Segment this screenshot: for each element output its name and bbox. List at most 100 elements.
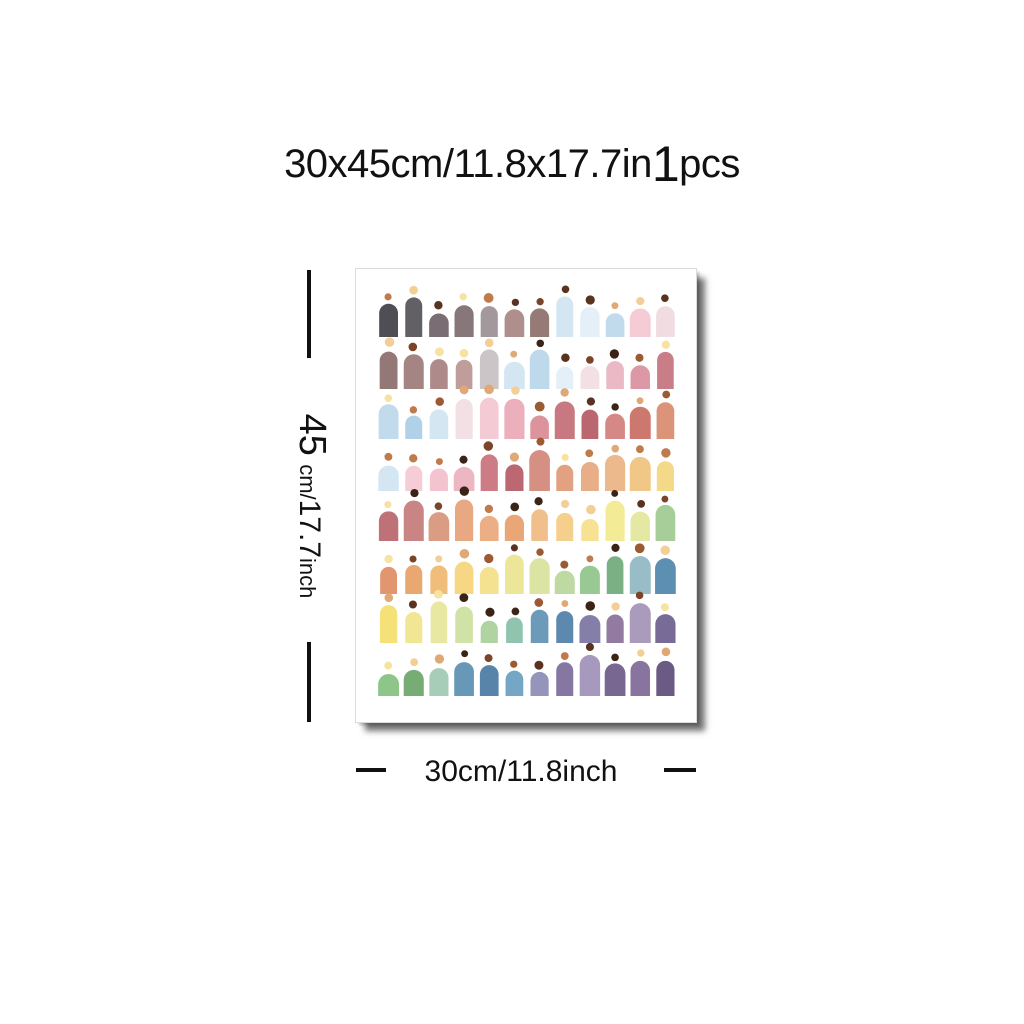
- figure-body: [579, 614, 601, 643]
- figure-head: [484, 384, 494, 395]
- figure-body: [581, 409, 599, 439]
- quantity-number: 1: [651, 136, 680, 192]
- figure-body: [630, 511, 650, 541]
- figure-body: [378, 465, 399, 491]
- figure-head: [459, 593, 469, 603]
- figure-body: [403, 354, 424, 389]
- figure-head: [384, 501, 392, 509]
- figure-body: [379, 303, 398, 337]
- figure-head: [384, 554, 393, 564]
- figure-body: [403, 500, 424, 541]
- figure-head: [484, 553, 494, 564]
- figure-head: [637, 649, 645, 657]
- figure-body: [430, 601, 448, 643]
- figure-head: [586, 397, 596, 406]
- figure-body: [629, 556, 651, 594]
- figure-body: [430, 565, 448, 594]
- figure-head: [611, 653, 619, 662]
- figure-head: [409, 555, 417, 563]
- figure-body: [430, 359, 448, 389]
- figure-head: [560, 388, 569, 397]
- figure-body: [580, 365, 600, 389]
- figure-head: [408, 342, 418, 352]
- figure-head: [459, 293, 467, 301]
- width-label: 30cm/11.8inch: [424, 755, 618, 788]
- figure-head: [534, 401, 545, 412]
- figure-head: [459, 486, 470, 496]
- figure-head: [384, 661, 393, 670]
- figure-body: [479, 566, 499, 594]
- figure-head: [384, 593, 394, 603]
- figure-body: [605, 413, 625, 439]
- figure-body: [428, 512, 450, 541]
- figure-body: [530, 308, 550, 337]
- figure-head: [384, 337, 395, 347]
- figure-head: [459, 455, 468, 464]
- figure-body: [429, 313, 449, 337]
- figure-body: [479, 665, 499, 696]
- figure-head: [511, 386, 520, 395]
- figure-head: [384, 452, 393, 461]
- figure-body: [580, 461, 599, 491]
- figure-head: [409, 406, 418, 414]
- figure-head: [384, 293, 392, 301]
- figure-body: [480, 306, 498, 337]
- figure-head: [384, 394, 393, 402]
- figure-head: [409, 454, 418, 463]
- figure-head: [560, 499, 570, 509]
- figure-body: [479, 349, 499, 389]
- figure-body: [556, 366, 574, 389]
- figure-body: [606, 556, 624, 594]
- figure-head: [435, 555, 443, 563]
- figure-body: [556, 464, 574, 491]
- figure-head: [660, 603, 669, 612]
- figure-head: [435, 458, 443, 466]
- figure-head: [561, 285, 570, 294]
- height-dimension-line-top: [307, 270, 311, 358]
- figure-body: [454, 499, 474, 541]
- figure-head: [435, 397, 444, 406]
- figure-head: [662, 390, 671, 399]
- figure-body: [605, 500, 625, 541]
- figure-body: [505, 670, 524, 696]
- figure-body: [629, 308, 651, 337]
- figure-head: [585, 295, 595, 305]
- figure-head: [560, 560, 569, 569]
- figure-body: [405, 415, 423, 439]
- figure-body: [657, 351, 674, 389]
- figure-body: [580, 306, 600, 337]
- figure-body: [479, 515, 499, 541]
- figure-head: [434, 589, 443, 599]
- figure-head: [408, 600, 417, 609]
- figure-body: [606, 614, 624, 643]
- figure-head: [611, 444, 620, 453]
- figure-body: [378, 673, 400, 696]
- figure-head: [611, 302, 619, 310]
- figure-body: [655, 504, 676, 541]
- figure-body: [480, 454, 498, 491]
- figure-head: [661, 340, 671, 349]
- figure-body: [656, 660, 675, 696]
- figure-body: [605, 313, 625, 337]
- figure-head: [635, 591, 644, 600]
- figure-head: [536, 548, 544, 556]
- figure-body: [405, 297, 423, 337]
- figure-body: [479, 397, 499, 439]
- figure-head: [409, 285, 418, 295]
- figure-body: [630, 660, 650, 696]
- figure-head: [434, 347, 444, 357]
- figure-head: [459, 548, 470, 559]
- figure-body: [380, 566, 398, 594]
- figure-head: [461, 650, 469, 658]
- figure-head: [561, 353, 570, 363]
- height-unit: cm/: [295, 464, 320, 500]
- figure-head: [634, 543, 645, 554]
- figure-body: [403, 669, 424, 696]
- width-dimension-line-right: [664, 768, 696, 772]
- figure-body: [556, 662, 574, 696]
- figure-body: [455, 399, 473, 439]
- figure-body: [655, 558, 676, 594]
- figure-head: [661, 647, 671, 657]
- figure-body: [529, 558, 550, 594]
- figure-body: [455, 359, 473, 389]
